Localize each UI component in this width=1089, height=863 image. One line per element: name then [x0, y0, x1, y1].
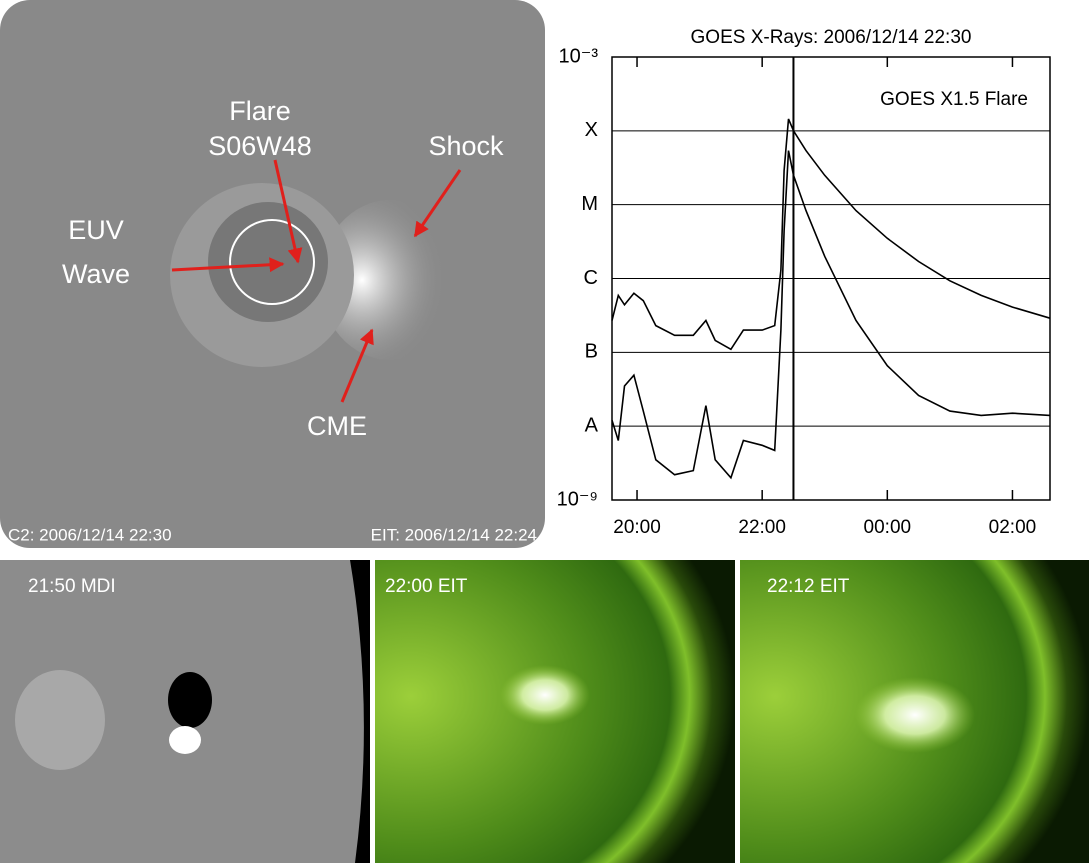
caption: C2: 2006/12/14 22:30 — [8, 525, 172, 544]
x-tick-label: 20:00 — [613, 517, 661, 538]
negative-polarity — [168, 672, 212, 728]
chart-title: GOES X-Rays: 2006/12/14 22:30 — [691, 27, 972, 48]
x-tick-label: 02:00 — [989, 517, 1037, 538]
coronagraph-panel: Flare S06W48 Shock EUV Wave CME C2: 2006… — [0, 0, 545, 548]
flux-line — [612, 151, 1050, 478]
panel-label: 22:00 EIT — [385, 576, 468, 597]
positive-polarity — [169, 726, 201, 754]
mdi-panel: 21:50 MDI — [0, 560, 370, 863]
active-region — [500, 665, 590, 725]
label: S06W48 — [208, 131, 312, 161]
y-tick-label: 10⁻⁹ — [557, 488, 598, 510]
label: EUV — [68, 215, 124, 245]
y-tick-label: 10⁻³ — [559, 45, 599, 67]
y-tick-label: B — [585, 341, 598, 363]
eit-panel: 22:00 EIT — [375, 560, 735, 863]
eit-panel: 22:12 EIT — [740, 560, 1089, 863]
label: Wave — [62, 259, 130, 289]
label: Shock — [428, 131, 504, 161]
annotation: GOES X1.5 Flare — [880, 89, 1028, 110]
panel-label: 21:50 MDI — [28, 576, 116, 597]
flux-line — [612, 119, 1050, 349]
y-tick-label: X — [585, 119, 598, 141]
y-tick-label: C — [584, 267, 598, 289]
x-tick-label: 22:00 — [738, 517, 786, 538]
figure: Flare S06W48 Shock EUV Wave CME C2: 2006… — [0, 0, 1089, 863]
goes-chart: GOES X-Rays: 2006/12/14 22:30 GOES X1.5 … — [557, 27, 1050, 538]
y-tick-label: M — [581, 193, 598, 215]
x-tick-label: 00:00 — [864, 517, 912, 538]
y-tick-label: A — [585, 414, 599, 436]
label: CME — [307, 411, 367, 441]
panel-label: 22:12 EIT — [767, 576, 850, 597]
label: Flare — [229, 96, 291, 126]
caption: EIT: 2006/12/14 22:24 — [371, 525, 537, 544]
flare-region — [855, 677, 975, 753]
plage — [15, 670, 105, 770]
